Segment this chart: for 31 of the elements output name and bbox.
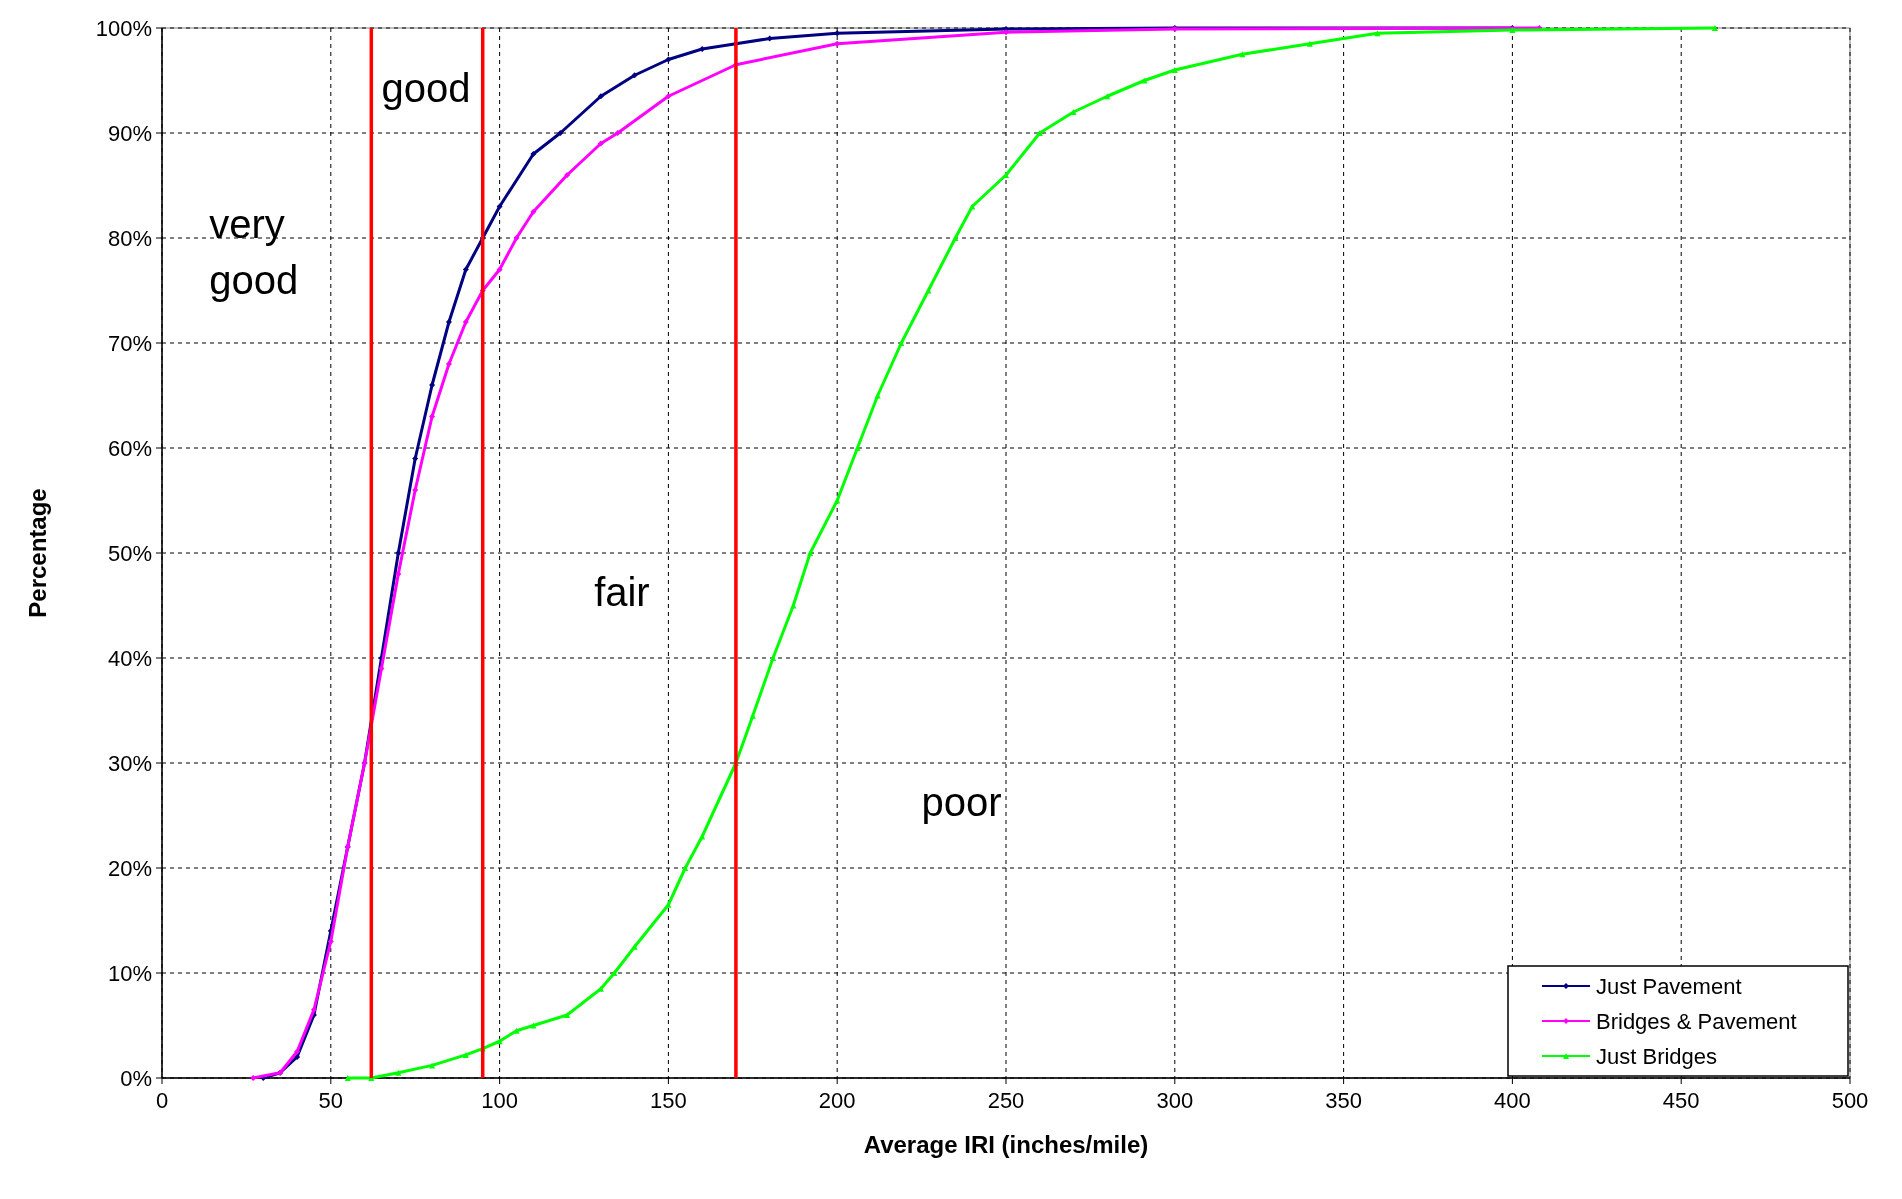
y-tick-label: 50% (107, 541, 152, 566)
y-tick-label: 30% (107, 751, 152, 776)
x-tick-label: 450 (1662, 1088, 1700, 1113)
annotation: poor (921, 779, 1002, 824)
annotation: fair (594, 569, 650, 614)
y-tick-label: 0% (120, 1066, 152, 1091)
x-tick-label: 100 (481, 1088, 518, 1113)
annotation: very good (209, 202, 299, 302)
y-tick-label: 90% (107, 121, 152, 146)
x-tick-label: 200 (818, 1088, 856, 1113)
x-tick-label: 0 (155, 1088, 169, 1113)
y-tick-label: 10% (107, 961, 152, 986)
x-tick-label: 400 (1494, 1088, 1531, 1113)
x-tick-label: 500 (1831, 1088, 1869, 1113)
x-tick-label: 150 (650, 1088, 687, 1113)
y-axis-title: Percentage (24, 488, 51, 618)
y-tick-label: 100% (95, 16, 152, 41)
x-tick-label: 350 (1325, 1088, 1362, 1113)
x-tick-label: 250 (987, 1088, 1025, 1113)
legend-label: Bridges & Pavement (1596, 1009, 1797, 1034)
x-tick-label: 50 (318, 1088, 344, 1113)
x-axis-title: Average IRI (inches/mile) (863, 1131, 1149, 1158)
y-tick-label: 40% (107, 646, 152, 671)
y-tick-label: 20% (107, 856, 152, 881)
y-tick-label: 70% (107, 331, 152, 356)
y-tick-label: 80% (107, 226, 152, 251)
y-tick-label: 60% (107, 436, 152, 461)
legend-label: Just Pavement (1596, 974, 1742, 999)
legend-label: Just Bridges (1596, 1044, 1718, 1069)
x-tick-label: 300 (1156, 1088, 1194, 1113)
annotation: good (381, 65, 471, 110)
